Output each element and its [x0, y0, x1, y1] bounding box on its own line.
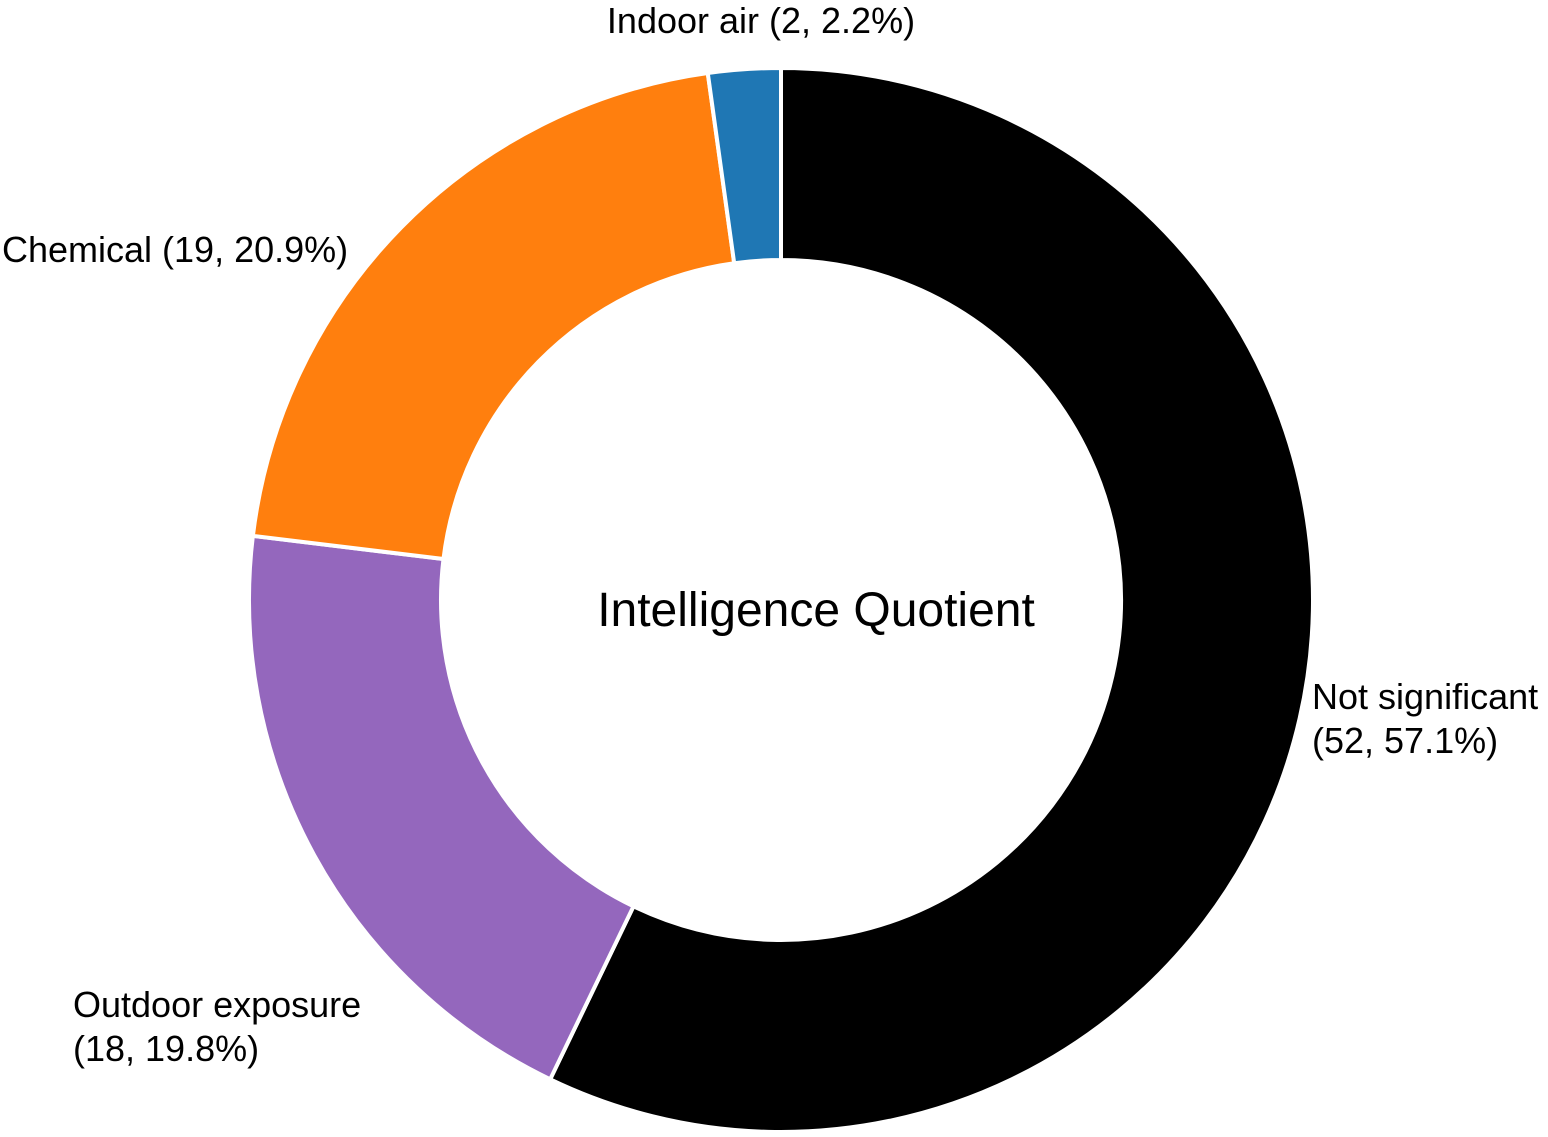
chart-title: Intelligence Quotient: [597, 584, 1035, 637]
donut-slices: [247, 65, 1315, 1134]
slice-label-not-significant: Not significant (52, 57.1%): [1312, 676, 1538, 761]
slice-labels: Not significant (52, 57.1%) Outdoor exposu…: [2, 0, 1538, 1069]
slice-label-line: Outdoor exposure: [73, 984, 361, 1025]
slice-label-line: Chemical (19, 20.9%): [2, 229, 348, 270]
slice-label-line: Not significant: [1312, 676, 1538, 717]
slice-label-outdoor-exposure: Outdoor exposure (18, 19.8%): [73, 984, 361, 1069]
slice-not-significant: [547, 65, 1315, 1134]
slice-label-line: (52, 57.1%): [1312, 720, 1498, 761]
slice-label-chemical: Chemical (19, 20.9%): [2, 229, 348, 270]
slice-indoor-air: [705, 65, 783, 266]
slice-label-line: Indoor air (2, 2.2%): [607, 0, 915, 41]
slice-chemical: [250, 70, 737, 562]
slice-label-line: (18, 19.8%): [73, 1028, 259, 1069]
slice-label-indoor-air: Indoor air (2, 2.2%): [607, 0, 915, 41]
slice-outdoor-exposure: [247, 533, 637, 1082]
